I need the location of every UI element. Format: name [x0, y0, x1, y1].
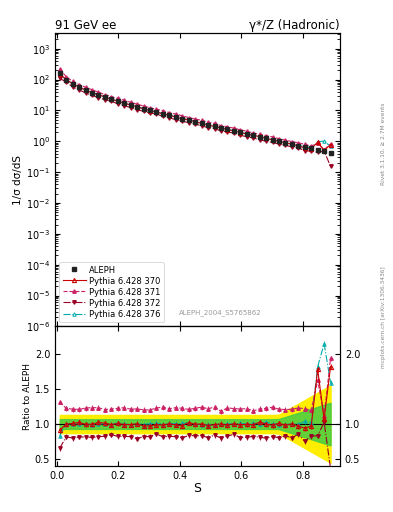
- Y-axis label: Ratio to ALEPH: Ratio to ALEPH: [23, 362, 32, 430]
- Legend: ALEPH, Pythia 6.428 370, Pythia 6.428 371, Pythia 6.428 372, Pythia 6.428 376: ALEPH, Pythia 6.428 370, Pythia 6.428 37…: [59, 262, 164, 322]
- Text: Rivet 3.1.10, ≥ 2.7M events: Rivet 3.1.10, ≥ 2.7M events: [381, 102, 386, 185]
- Y-axis label: 1/σ dσ/dS: 1/σ dσ/dS: [13, 155, 23, 205]
- Text: ALEPH_2004_S5765862: ALEPH_2004_S5765862: [179, 310, 262, 316]
- Text: 91 GeV ee: 91 GeV ee: [55, 19, 116, 32]
- Text: mcplots.cern.ch [arXiv:1306.3436]: mcplots.cern.ch [arXiv:1306.3436]: [381, 267, 386, 368]
- X-axis label: S: S: [193, 482, 202, 495]
- Text: γ*/Z (Hadronic): γ*/Z (Hadronic): [249, 19, 340, 32]
